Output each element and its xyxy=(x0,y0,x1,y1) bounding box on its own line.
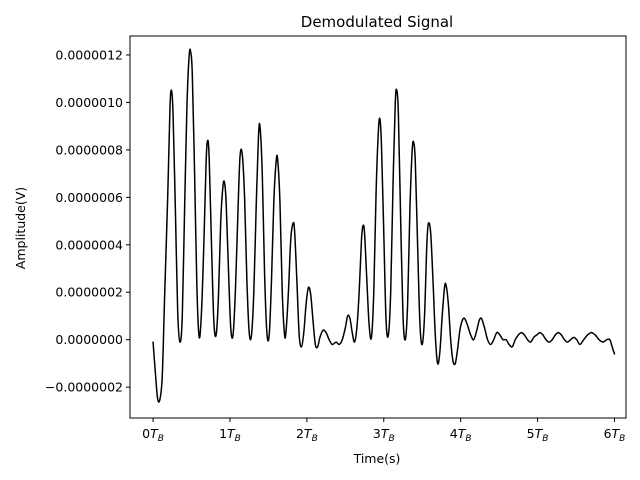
y-tick-label: 0.0000010 xyxy=(55,95,123,110)
x-tick-label: 1TB xyxy=(219,426,241,444)
x-tick-label: 4TB xyxy=(450,426,472,444)
y-tick-label: 0.0000002 xyxy=(55,285,123,300)
x-axis: 0TB 1TB 2TB 3TB 4TB 5TB 6TB xyxy=(142,418,625,444)
y-tick-label: 0.0000012 xyxy=(55,47,123,62)
x-tick-label: 5TB xyxy=(527,426,549,444)
x-tick-label: 3TB xyxy=(373,426,395,444)
y-axis-title: Amplitude(V) xyxy=(13,187,28,269)
y-axis: −0.0000002 0.0000000 0.0000002 0.0000004 0.0… xyxy=(45,47,130,395)
chart-title: Demodulated Signal xyxy=(301,13,453,31)
x-tick-label: 2TB xyxy=(296,426,318,444)
y-tick-label: 0.0000004 xyxy=(55,237,123,252)
y-tick-label: 0.0000000 xyxy=(55,332,123,347)
plot-frame xyxy=(129,35,627,419)
y-tick-label: 0.0000006 xyxy=(55,190,123,205)
plot-area: 0TB 1TB 2TB 3TB 4TB 5TB 6TB −0.0000002 0.000000… xyxy=(45,35,627,444)
x-axis-title: Time(s) xyxy=(353,451,401,466)
y-tick-label: −0.0000002 xyxy=(45,380,123,395)
x-tick-label: 0TB xyxy=(142,426,164,444)
x-tick-label: 6TB xyxy=(604,426,626,444)
signal-line xyxy=(152,48,616,403)
series-group xyxy=(152,48,616,403)
y-tick-label: 0.0000008 xyxy=(55,142,123,157)
